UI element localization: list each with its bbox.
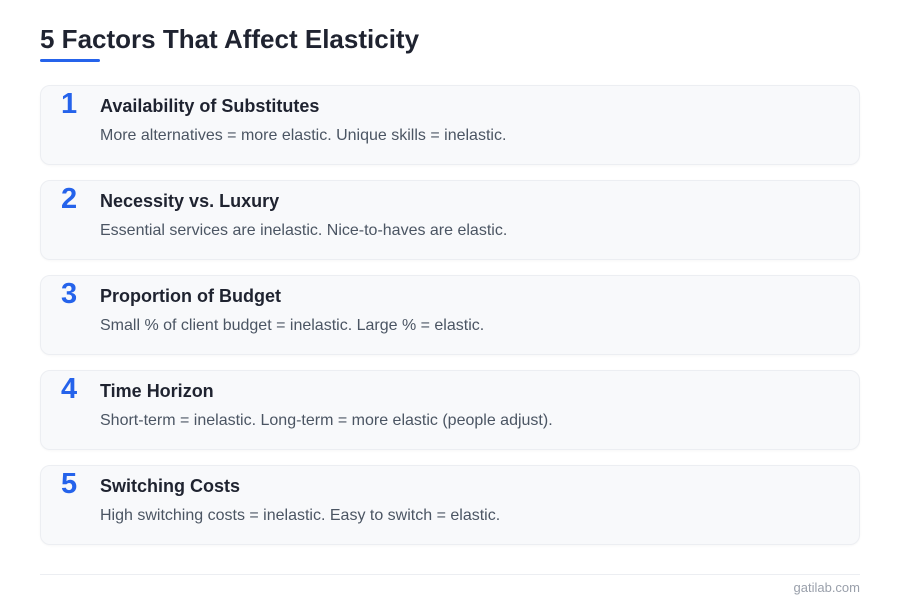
factor-heading: Proportion of Budget: [100, 286, 281, 306]
factor-description: Small % of client budget = inelastic. La…: [100, 317, 485, 334]
factor-number: 1: [61, 88, 78, 120]
factor-description: Short-term = inelastic. Long-term = more…: [100, 412, 553, 429]
factor-number: 4: [61, 373, 78, 405]
factor-heading: Time Horizon: [100, 381, 214, 401]
factor-heading: Switching Costs: [100, 476, 241, 496]
factor-card: 2 Necessity vs. Luxury Essential service…: [40, 180, 860, 260]
footer-divider: [40, 574, 860, 575]
factor-card: 5 Switching Costs High switching costs =…: [40, 465, 860, 545]
factor-card: 3 Proportion of Budget Small % of client…: [40, 275, 860, 355]
factor-heading: Availability of Substitutes: [100, 96, 320, 116]
factor-description: High switching costs = inelastic. Easy t…: [100, 507, 501, 524]
factor-description: Essential services are inelastic. Nice-t…: [100, 222, 508, 239]
factor-number: 2: [61, 183, 78, 215]
factor-number: 5: [61, 468, 78, 500]
factor-description: More alternatives = more elastic. Unique…: [100, 127, 507, 144]
footer-source: gatilab.com: [793, 580, 860, 595]
factor-card: 4 Time Horizon Short-term = inelastic. L…: [40, 370, 860, 450]
factor-heading: Necessity vs. Luxury: [100, 191, 280, 211]
factor-card: 1 Availability of Substitutes More alter…: [40, 85, 860, 165]
factor-number: 3: [61, 278, 78, 310]
page-title: 5 Factors That Affect Elasticity: [40, 24, 420, 54]
title-underline: [40, 59, 100, 62]
